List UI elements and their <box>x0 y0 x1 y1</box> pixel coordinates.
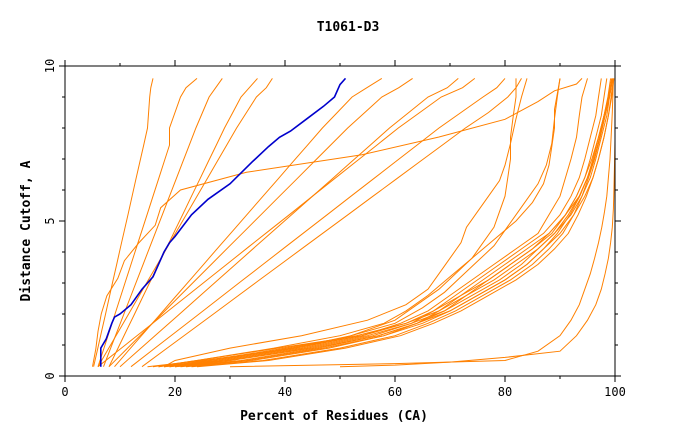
series-line-28 <box>229 78 614 368</box>
series-line-16 <box>152 78 561 368</box>
series-line-24 <box>180 78 613 368</box>
series-line-27 <box>163 78 614 368</box>
y-axis-label: Distance Cutoff, A <box>19 160 34 301</box>
series-line-26 <box>196 78 615 368</box>
y-tick-label-5: 5 <box>43 217 57 224</box>
y-tick-label-10: 10 <box>43 59 57 73</box>
series-line-8 <box>108 77 413 368</box>
series-line-7 <box>114 77 383 368</box>
series-line-18 <box>174 78 602 368</box>
series-line-2 <box>93 78 154 367</box>
highlight-layer <box>100 77 347 367</box>
series-layer <box>92 77 616 368</box>
x-tick-label-60: 60 <box>388 385 402 399</box>
series-line-9 <box>119 78 459 368</box>
series-line-10 <box>97 78 476 368</box>
series-line-5 <box>108 78 258 367</box>
series-line-15 <box>147 78 517 368</box>
x-tick-label-0: 0 <box>61 385 68 399</box>
y-tick-label-0: 0 <box>43 372 57 379</box>
x-axis-label: Percent of Residues (CA) <box>240 409 428 424</box>
x-tick-label-40: 40 <box>278 385 292 399</box>
series-line-4 <box>103 78 223 367</box>
x-tick-label-20: 20 <box>168 385 182 399</box>
x-tick-label-100: 100 <box>604 385 626 399</box>
tick-layer: 0 20 40 60 80 100 0 5 10 <box>43 59 626 399</box>
series-line-1 <box>92 78 583 367</box>
series-line-6 <box>97 78 273 367</box>
highlight-series-line <box>100 77 347 367</box>
x-tick-label-80: 80 <box>498 385 512 399</box>
series-line-3 <box>97 78 198 367</box>
series-line-11 <box>130 78 506 368</box>
series-line-12 <box>141 78 522 368</box>
chart-title: T1061-D3 <box>317 20 380 35</box>
